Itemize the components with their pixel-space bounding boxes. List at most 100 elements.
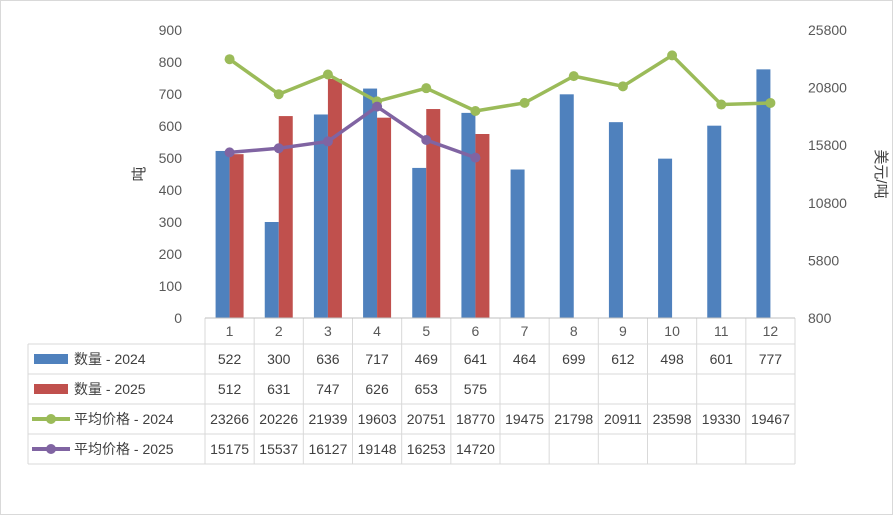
y-right-tick-label: 10800 <box>808 195 847 211</box>
table-cell-value: 23598 <box>653 411 692 427</box>
bar-2025 <box>229 154 244 318</box>
y-left-tick-label: 300 <box>159 214 183 230</box>
table-cell-value: 498 <box>660 351 684 367</box>
table-cell-value: 23266 <box>210 411 249 427</box>
x-tick-label: 7 <box>521 323 529 339</box>
table-cell-value: 21798 <box>554 411 593 427</box>
bar-2025 <box>278 116 293 318</box>
x-tick-label: 2 <box>275 323 283 339</box>
bar-2025 <box>327 78 342 319</box>
table-cell-value: 16253 <box>407 441 446 457</box>
table-cell-value: 464 <box>513 351 537 367</box>
point-price-2024 <box>421 83 432 94</box>
table-cell-value: 16127 <box>308 441 347 457</box>
y-right-tick-label: 25800 <box>808 22 847 38</box>
legend-key-bar <box>34 354 68 364</box>
table-cell-value: 19603 <box>358 411 397 427</box>
point-price-2024 <box>519 97 530 108</box>
y-left-tick-label: 900 <box>159 22 183 38</box>
table-cell-value: 21939 <box>308 411 347 427</box>
point-price-2024 <box>273 89 284 100</box>
table-cell-value: 512 <box>218 381 242 397</box>
table-cell-value: 641 <box>464 351 488 367</box>
x-tick-label: 3 <box>324 323 332 339</box>
x-tick-label: 8 <box>570 323 578 339</box>
point-price-2024 <box>667 50 678 61</box>
legend-key-bar <box>34 384 68 394</box>
bar-2024 <box>608 122 623 318</box>
point-price-2024 <box>470 105 481 116</box>
point-price-2024 <box>568 71 579 82</box>
point-price-2025 <box>421 134 432 145</box>
table-cell-value: 699 <box>562 351 586 367</box>
y-right-tick-label: 5800 <box>808 252 839 268</box>
table-cell-value: 15537 <box>259 441 298 457</box>
table-cell-value: 19330 <box>702 411 741 427</box>
point-price-2024 <box>617 81 628 92</box>
x-tick-label: 10 <box>664 323 680 339</box>
y-right-axis-title: 美元/吨 <box>872 149 889 198</box>
bar-2024 <box>756 69 771 318</box>
x-tick-label: 1 <box>226 323 234 339</box>
bar-2025 <box>377 117 392 319</box>
bar-2024 <box>559 94 574 318</box>
y-left-tick-label: 500 <box>159 150 183 166</box>
x-tick-label: 4 <box>373 323 381 339</box>
table-cell-value: 19475 <box>505 411 544 427</box>
table-cell-value: 747 <box>316 381 340 397</box>
point-price-2025 <box>322 136 333 147</box>
legend-series-name: 数量 - 2025 <box>74 381 146 397</box>
table-cell-value: 631 <box>267 381 291 397</box>
bar-2024 <box>510 169 525 318</box>
table-cell-value: 469 <box>415 351 439 367</box>
bar-2024 <box>658 158 673 318</box>
y-left-axis-title: 吨 <box>131 166 148 181</box>
bar-2024 <box>313 114 328 318</box>
legend-series-name: 平均价格 - 2025 <box>74 441 174 457</box>
table-cell-value: 15175 <box>210 441 249 457</box>
table-cell-value: 19467 <box>751 411 790 427</box>
table-cell-value: 612 <box>611 351 635 367</box>
y-left-tick-label: 800 <box>159 54 183 70</box>
x-tick-label: 9 <box>619 323 627 339</box>
line-price-2025 <box>229 104 477 160</box>
table-cell-value: 18770 <box>456 411 495 427</box>
table-cell-value: 575 <box>464 381 488 397</box>
x-tick-label: 6 <box>472 323 480 339</box>
y-right-tick-label: 20800 <box>808 80 847 96</box>
point-price-2024 <box>765 97 776 108</box>
table-cell-value: 20226 <box>259 411 298 427</box>
table-cell-value: 653 <box>415 381 439 397</box>
y-left-tick-label: 0 <box>174 310 182 326</box>
table-cell-value: 522 <box>218 351 242 367</box>
point-price-2025 <box>372 101 383 112</box>
point-price-2025 <box>470 152 481 163</box>
table-cell-value: 19148 <box>358 441 397 457</box>
point-price-2024 <box>716 99 727 110</box>
bar-2024 <box>461 112 476 318</box>
bar-2024 <box>707 125 722 319</box>
point-price-2024 <box>224 54 235 65</box>
legend-key-marker <box>46 444 56 454</box>
point-price-2025 <box>273 143 284 154</box>
bar-2024 <box>363 88 378 318</box>
table-cell-value: 20911 <box>604 411 642 427</box>
y-left-tick-label: 600 <box>159 118 183 134</box>
y-left-tick-label: 400 <box>159 182 183 198</box>
point-price-2025 <box>224 147 235 158</box>
table-cell-value: 636 <box>316 351 340 367</box>
table-cell-value: 717 <box>365 351 389 367</box>
x-tick-label: 12 <box>763 323 779 339</box>
table-cell-value: 777 <box>759 351 783 367</box>
x-tick-label: 11 <box>714 323 729 339</box>
bar-2025 <box>426 109 441 318</box>
legend-key-marker <box>46 414 56 424</box>
table-cell-value: 20751 <box>407 411 446 427</box>
bar-2024 <box>264 222 279 318</box>
y-right-tick-label: 800 <box>808 310 832 326</box>
x-tick-label: 5 <box>422 323 430 339</box>
y-left-tick-label: 200 <box>159 246 183 262</box>
bar-2024 <box>215 150 230 318</box>
